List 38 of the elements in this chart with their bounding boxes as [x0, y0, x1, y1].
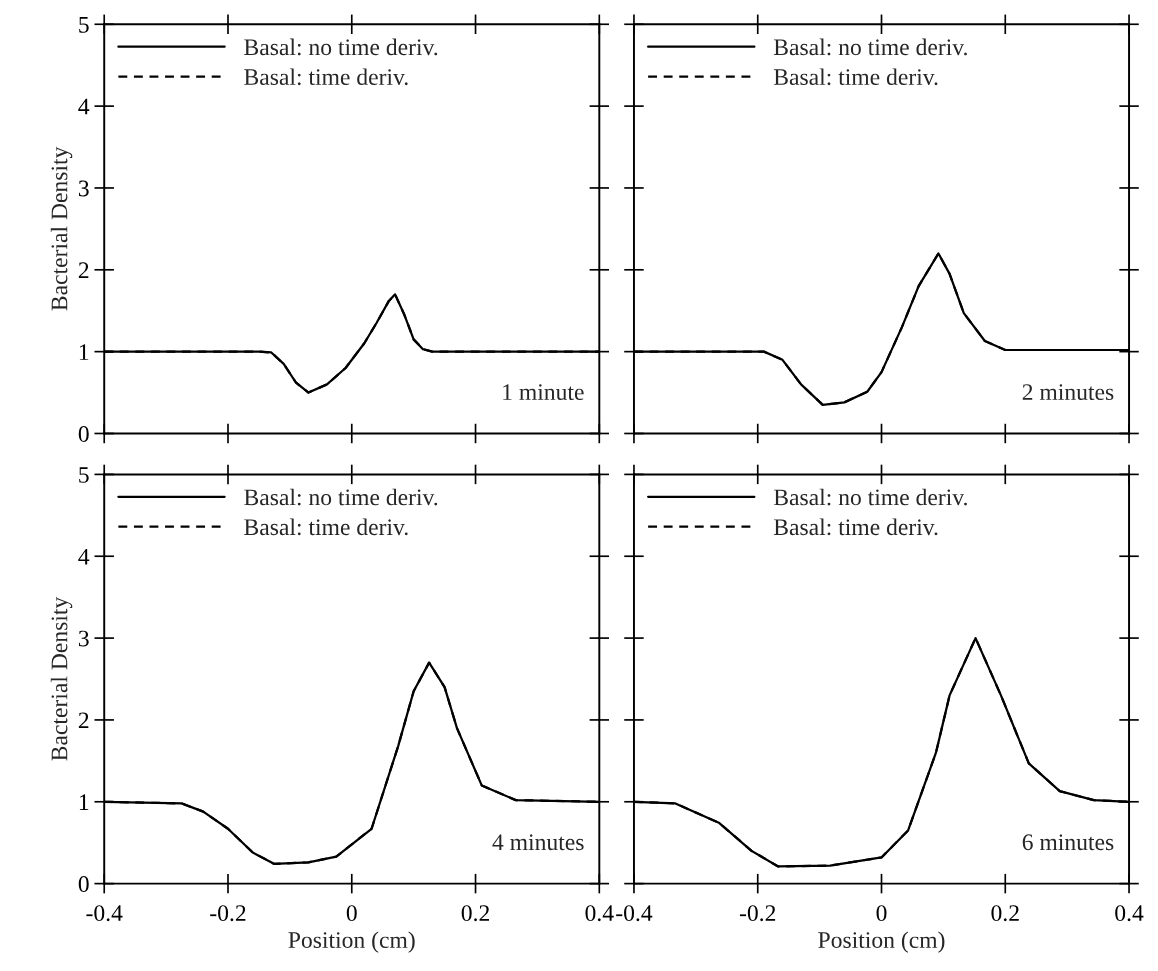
y-tick-label: 3 [78, 630, 89, 647]
annotation: 1 minute [503, 384, 584, 401]
y-tick-label: 0 [78, 876, 89, 893]
x-tick-label: -0.4 [86, 905, 123, 922]
legend-label: Basal: no time deriv. [244, 38, 438, 56]
x-tick-label: -0.2 [210, 905, 246, 922]
legend-label: Basal: time deriv. [244, 518, 408, 536]
legend-label: Basal: time deriv. [244, 68, 408, 86]
legend-label: Basal: time deriv. [773, 518, 938, 536]
y-tick-label: 2 [78, 712, 89, 729]
y-tick-label: 2 [78, 262, 89, 278]
y-tick-label: 4 [78, 98, 90, 115]
legend-label: Basal: no time deriv. [773, 38, 967, 56]
y-tick-label: 5 [79, 467, 89, 483]
x-tick-label: 0.4 [585, 905, 614, 922]
y-tick-label: 1 [79, 344, 89, 360]
x-axis-title: Position (cm) [288, 931, 415, 953]
y-tick-label: 5 [79, 17, 89, 33]
legend-label: Basal: time deriv. [773, 68, 938, 86]
annotation: 4 minutes [492, 834, 584, 851]
x-tick-label: 0 [876, 905, 887, 922]
annotation: 6 minutes [1022, 834, 1114, 851]
y-tick-label: 4 [78, 548, 90, 565]
x-tick-label: 0.2 [991, 905, 1019, 922]
annotation: 2 minutes [1022, 384, 1114, 401]
y-tick-label: 1 [79, 794, 89, 810]
y-tick-label: 0 [78, 425, 89, 442]
x-tick-label: 0.4 [1115, 905, 1144, 922]
x-tick-label: 0 [346, 905, 357, 922]
y-axis-title: Bacterial Density [50, 596, 73, 761]
legend-label: Basal: no time deriv. [773, 488, 967, 506]
y-tick-label: 3 [78, 180, 89, 197]
x-tick-label: 0.2 [461, 905, 489, 922]
x-axis-title: Position (cm) [818, 931, 945, 953]
legend-label: Basal: no time deriv. [244, 488, 438, 506]
y-axis-title: Bacterial Density [50, 146, 73, 311]
x-tick-label: -0.4 [616, 905, 653, 922]
x-tick-label: -0.2 [739, 905, 776, 922]
